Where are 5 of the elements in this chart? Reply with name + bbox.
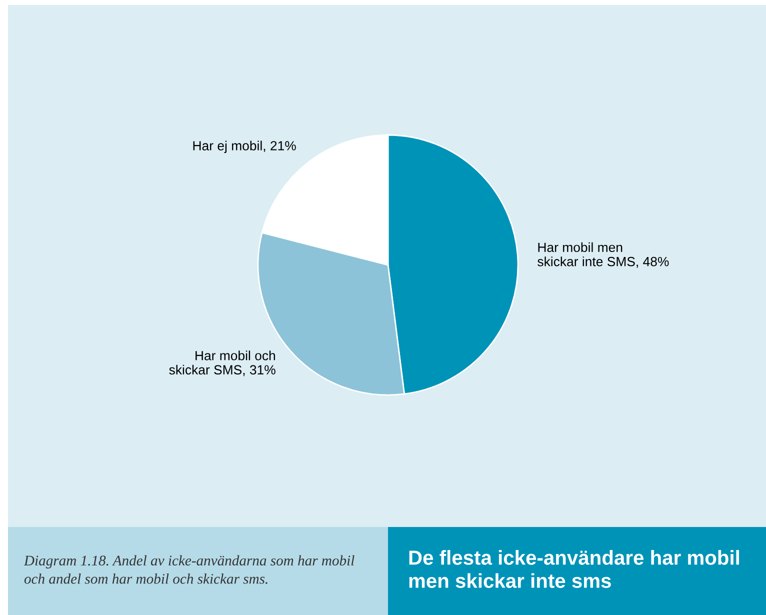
- text: De flesta icke-användare har mobil men skickar inte sms: [409, 550, 739, 588]
- slice-label: Har mobil men skickar inte SMS, 48%: [538, 242, 669, 268]
- slice-label: Har ej mobil, 21%: [193, 140, 296, 154]
- text: Diagram 1.18. Andel av icke-användarna som har mobil och andel som har mobil och skickar sms.: [24, 555, 354, 584]
- slice-label: Har mobil och skickar SMS, 31%: [169, 350, 276, 376]
